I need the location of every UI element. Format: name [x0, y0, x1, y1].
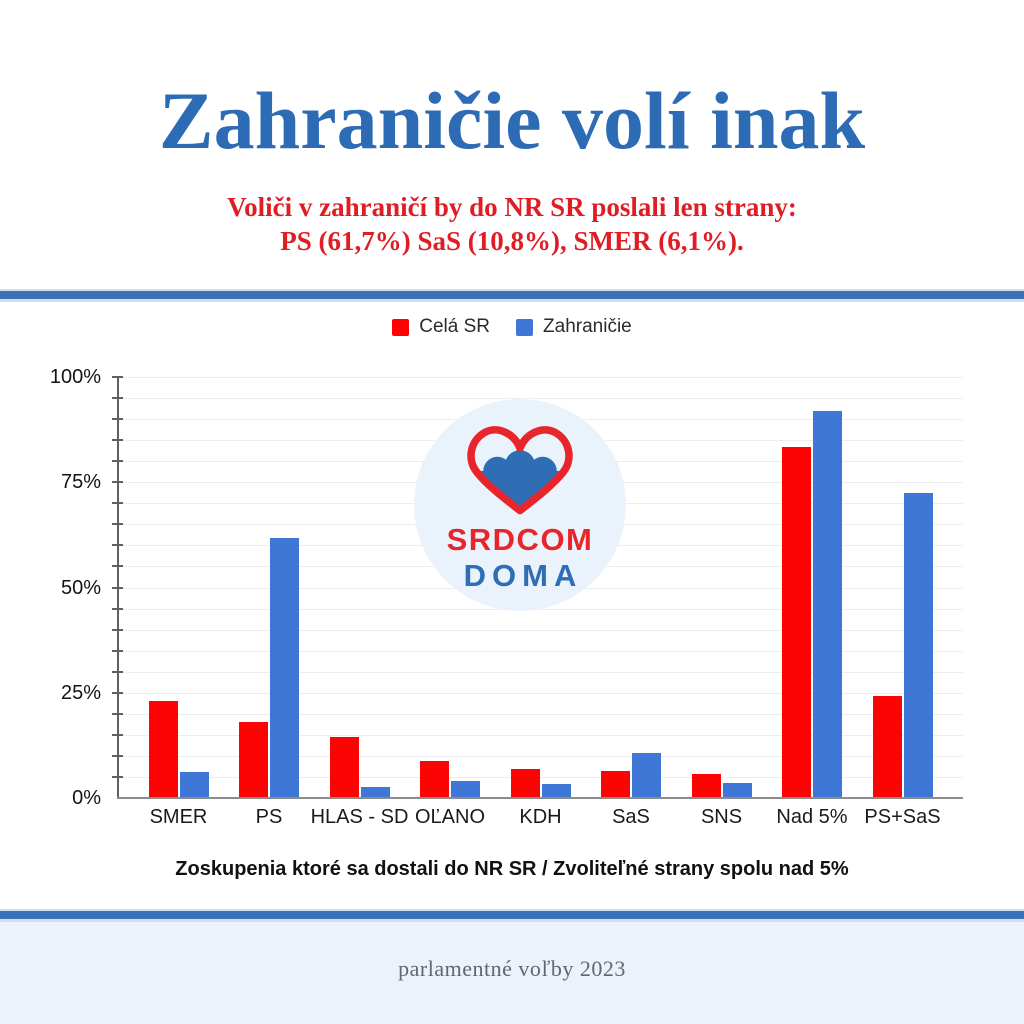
y-tick-label-75: 75% [60, 471, 101, 494]
x-label-hlas-sd: HLAS - SD [310, 806, 409, 828]
subtitle: Voliči v zahraničí by do NR SR poslali l… [0, 190, 1024, 258]
bar-zahrani-ie-sns [722, 782, 752, 798]
y-tick-label-50: 50% [60, 576, 101, 599]
gridline-5 [119, 776, 963, 778]
axis-tick-75 [112, 481, 123, 484]
axis-tick-45 [112, 607, 123, 610]
bar-cel-sr-ps-sas [872, 695, 902, 798]
gridline-40 [119, 629, 963, 631]
x-label-kdh: KDH [519, 806, 562, 828]
axis-tick-25 [112, 691, 123, 694]
axis-tick-35 [112, 649, 123, 652]
subtitle-line-2: PS (61,7%) SaS (10,8%), SMER (6,1%). [280, 226, 744, 256]
bar-zahrani-ie-nad-5 [813, 410, 842, 798]
axis-tick-65 [112, 523, 123, 526]
axis-tick-50 [112, 586, 123, 589]
x-label-sas: SaS [612, 806, 650, 828]
axis-tick-10 [112, 754, 123, 757]
axis-tick-85 [112, 439, 123, 442]
srdcom-doma-logo: SRDCOM DOMA [414, 399, 626, 611]
gridline-30 [119, 671, 963, 673]
y-tick-label-25: 25% [60, 681, 101, 704]
bar-cel-sr-ps [239, 722, 268, 798]
legend-label-zahranicie: Zahraničie [543, 316, 632, 337]
axis-tick-70 [112, 502, 123, 505]
axis-tick-20 [112, 712, 123, 715]
gridline-10 [119, 755, 963, 757]
y-axis: 0% 25% 50% 75% 100% [0, 366, 107, 809]
gridline-25 [119, 692, 963, 694]
bar-zahrani-ie-kdh [541, 783, 571, 798]
bar-zahrani-ie-sas [632, 752, 661, 798]
bar-zahrani-ie-hlas-sd [360, 787, 390, 798]
axis-tick-60 [112, 544, 123, 547]
legend-item-cela-sr: Celá SR [392, 316, 490, 338]
bar-cel-sr-smer [148, 701, 178, 798]
axis-tick-80 [112, 460, 123, 463]
axis-tick-5 [112, 775, 123, 778]
y-tick-label-100: 100% [49, 366, 101, 388]
x-label-nad-5: Nad 5% [776, 806, 848, 828]
legend-label-cela-sr: Celá SR [419, 316, 491, 337]
gridline-20 [119, 713, 963, 715]
bar-zahrani-ie-ps [270, 538, 299, 798]
bar-cel-sr-hlas-sd [329, 736, 359, 798]
x-label-ps-sas: PS+SaS [864, 806, 941, 828]
bar-cel-sr-kdh [510, 769, 540, 798]
page-title: Zahraničie volí inak [158, 75, 866, 166]
x-label-sns: SNS [700, 806, 743, 828]
axis-tick-40 [112, 628, 123, 631]
axis-tick-30 [112, 670, 123, 673]
gridline-100 [119, 377, 963, 378]
logo-text-srdcom: SRDCOM [446, 522, 594, 558]
x-axis-baseline [117, 797, 963, 799]
x-label-smer: SMER [149, 806, 208, 828]
axis-tick-55 [112, 565, 123, 568]
bar-zahrani-ie-smer [179, 772, 209, 798]
x-axis-labels: SMER PS HLAS - SD OĽANO KDH SaS SNS Nad 5% PS+Sa… [119, 806, 963, 834]
bar-zahrani-ie-ps-sas [903, 492, 933, 798]
bar-cel-sr-nad-5 [782, 447, 811, 798]
gridline-45 [119, 608, 963, 610]
legend-swatch-red-icon [392, 318, 410, 336]
axis-tick-95 [112, 397, 123, 400]
gridline-95 [119, 398, 963, 400]
legend-swatch-blue-icon [516, 318, 534, 336]
y-tick-label-0: 0% [72, 787, 101, 809]
bar-cel-sr-o-ano [420, 760, 449, 798]
bar-zahrani-ie-o-ano [451, 781, 480, 798]
legend-item-zahranicie: Zahraničie [516, 316, 632, 338]
heart-with-waves-icon [467, 426, 573, 515]
axis-tick-15 [112, 733, 123, 736]
bar-cel-sr-sns [691, 774, 721, 798]
footer-text: parlamentné voľby 2023 [398, 956, 626, 981]
subtitle-line-1: Voliči v zahraničí by do NR SR poslali l… [227, 192, 797, 222]
gridline-35 [119, 650, 963, 652]
top-divider [0, 289, 1024, 302]
axis-tick-90 [112, 418, 123, 421]
chart-legend: Celá SR Zahraničie [0, 316, 1024, 338]
bar-cel-sr-sas [601, 771, 630, 798]
x-axis-title: Zoskupenia ktoré sa dostali do NR SR / Z… [175, 858, 849, 880]
bottom-divider [0, 909, 1024, 922]
footer: parlamentné voľby 2023 [0, 922, 1024, 1024]
axis-tick-100 [112, 376, 123, 378]
logo-text-doma: DOMA [463, 558, 583, 593]
x-label-o-ano: OĽANO [414, 806, 486, 828]
x-label-ps: PS [255, 806, 283, 828]
gridline-15 [119, 734, 963, 736]
